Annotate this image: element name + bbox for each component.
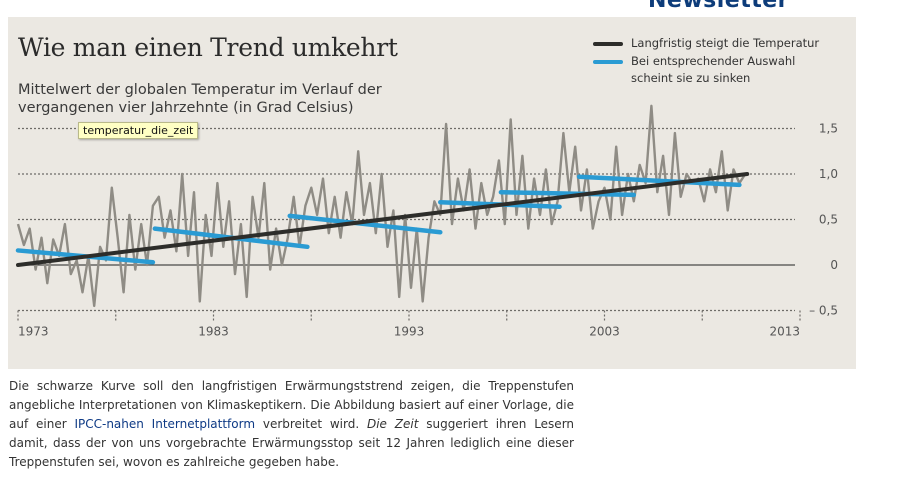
caption-text-1: Die schwarze Kurve soll den langfristige…	[9, 379, 574, 431]
newsletter-header-clipped[interactable]: Newsletter	[648, 0, 790, 13]
x-tick-labels: 1973 1983 1993 2003 2013	[18, 325, 800, 339]
trend-series-layer	[16, 172, 750, 267]
caption-text-2: verbreitet wird.	[255, 417, 367, 431]
temperature-chart: – 0,5 0 0,5 1,0 1,5 1973 1983 1993 2003 2013	[15, 104, 838, 339]
y-tick-labels: – 0,5 0 0,5 1,0 1,5	[809, 122, 838, 318]
legend-label-trend: Langfristig steigt die Temperatur	[631, 36, 820, 50]
ipcc-platform-link[interactable]: IPCC-nahen Internetplattform	[74, 417, 256, 431]
y-tick-label: 1,0	[819, 167, 838, 181]
chart-legend: Langfristig steigt die Temperatur Bei en…	[593, 35, 821, 87]
y-tick-label: 0	[830, 258, 838, 272]
chart-figure: – 0,5 0 0,5 1,0 1,5 1973 1983 1993 2003 2013 Wie…	[8, 17, 856, 369]
caption-text-3: suggeriert ihren Lesern damit, dass der …	[9, 417, 575, 469]
chart-title: Wie man einen Trend umkehrt	[18, 33, 398, 62]
x-tick-label: 2003	[589, 325, 620, 339]
grid-layer	[17, 127, 801, 323]
legend-swatch-steps	[593, 60, 623, 64]
temperature-line	[16, 104, 747, 308]
die-zeit-emphasis: Die Zeit	[366, 417, 419, 431]
y-tick-label: – 0,5	[809, 304, 838, 318]
legend-label-steps: Bei entsprechender Auswahl scheint sie z…	[631, 54, 796, 85]
step-segment-3	[287, 213, 443, 235]
steps-series-layer	[15, 174, 742, 265]
x-tick-label: 1983	[198, 325, 229, 339]
figure-caption: Die schwarze Kurve soll den langfristige…	[9, 377, 574, 472]
temperature-series-layer	[16, 104, 747, 308]
image-tooltip: temperatur_die_zeit	[78, 122, 199, 139]
legend-item-steps: Bei entsprechender Auswahl scheint sie z…	[593, 53, 821, 87]
legend-item-trend: Langfristig steigt die Temperatur	[593, 35, 821, 53]
chart-subtitle: Mittelwert der globalen Temperatur im Ve…	[18, 82, 382, 116]
x-tick-label: 1993	[394, 325, 425, 339]
trend-line	[16, 172, 750, 267]
step-segment-6	[576, 174, 742, 188]
legend-swatch-trend	[593, 42, 623, 46]
y-tick-label: 0,5	[819, 213, 838, 227]
step-segment-5	[498, 189, 637, 198]
x-tick-label: 2013	[769, 325, 800, 339]
x-tick-label: 1973	[18, 325, 49, 339]
y-tick-label: 1,5	[819, 122, 838, 136]
